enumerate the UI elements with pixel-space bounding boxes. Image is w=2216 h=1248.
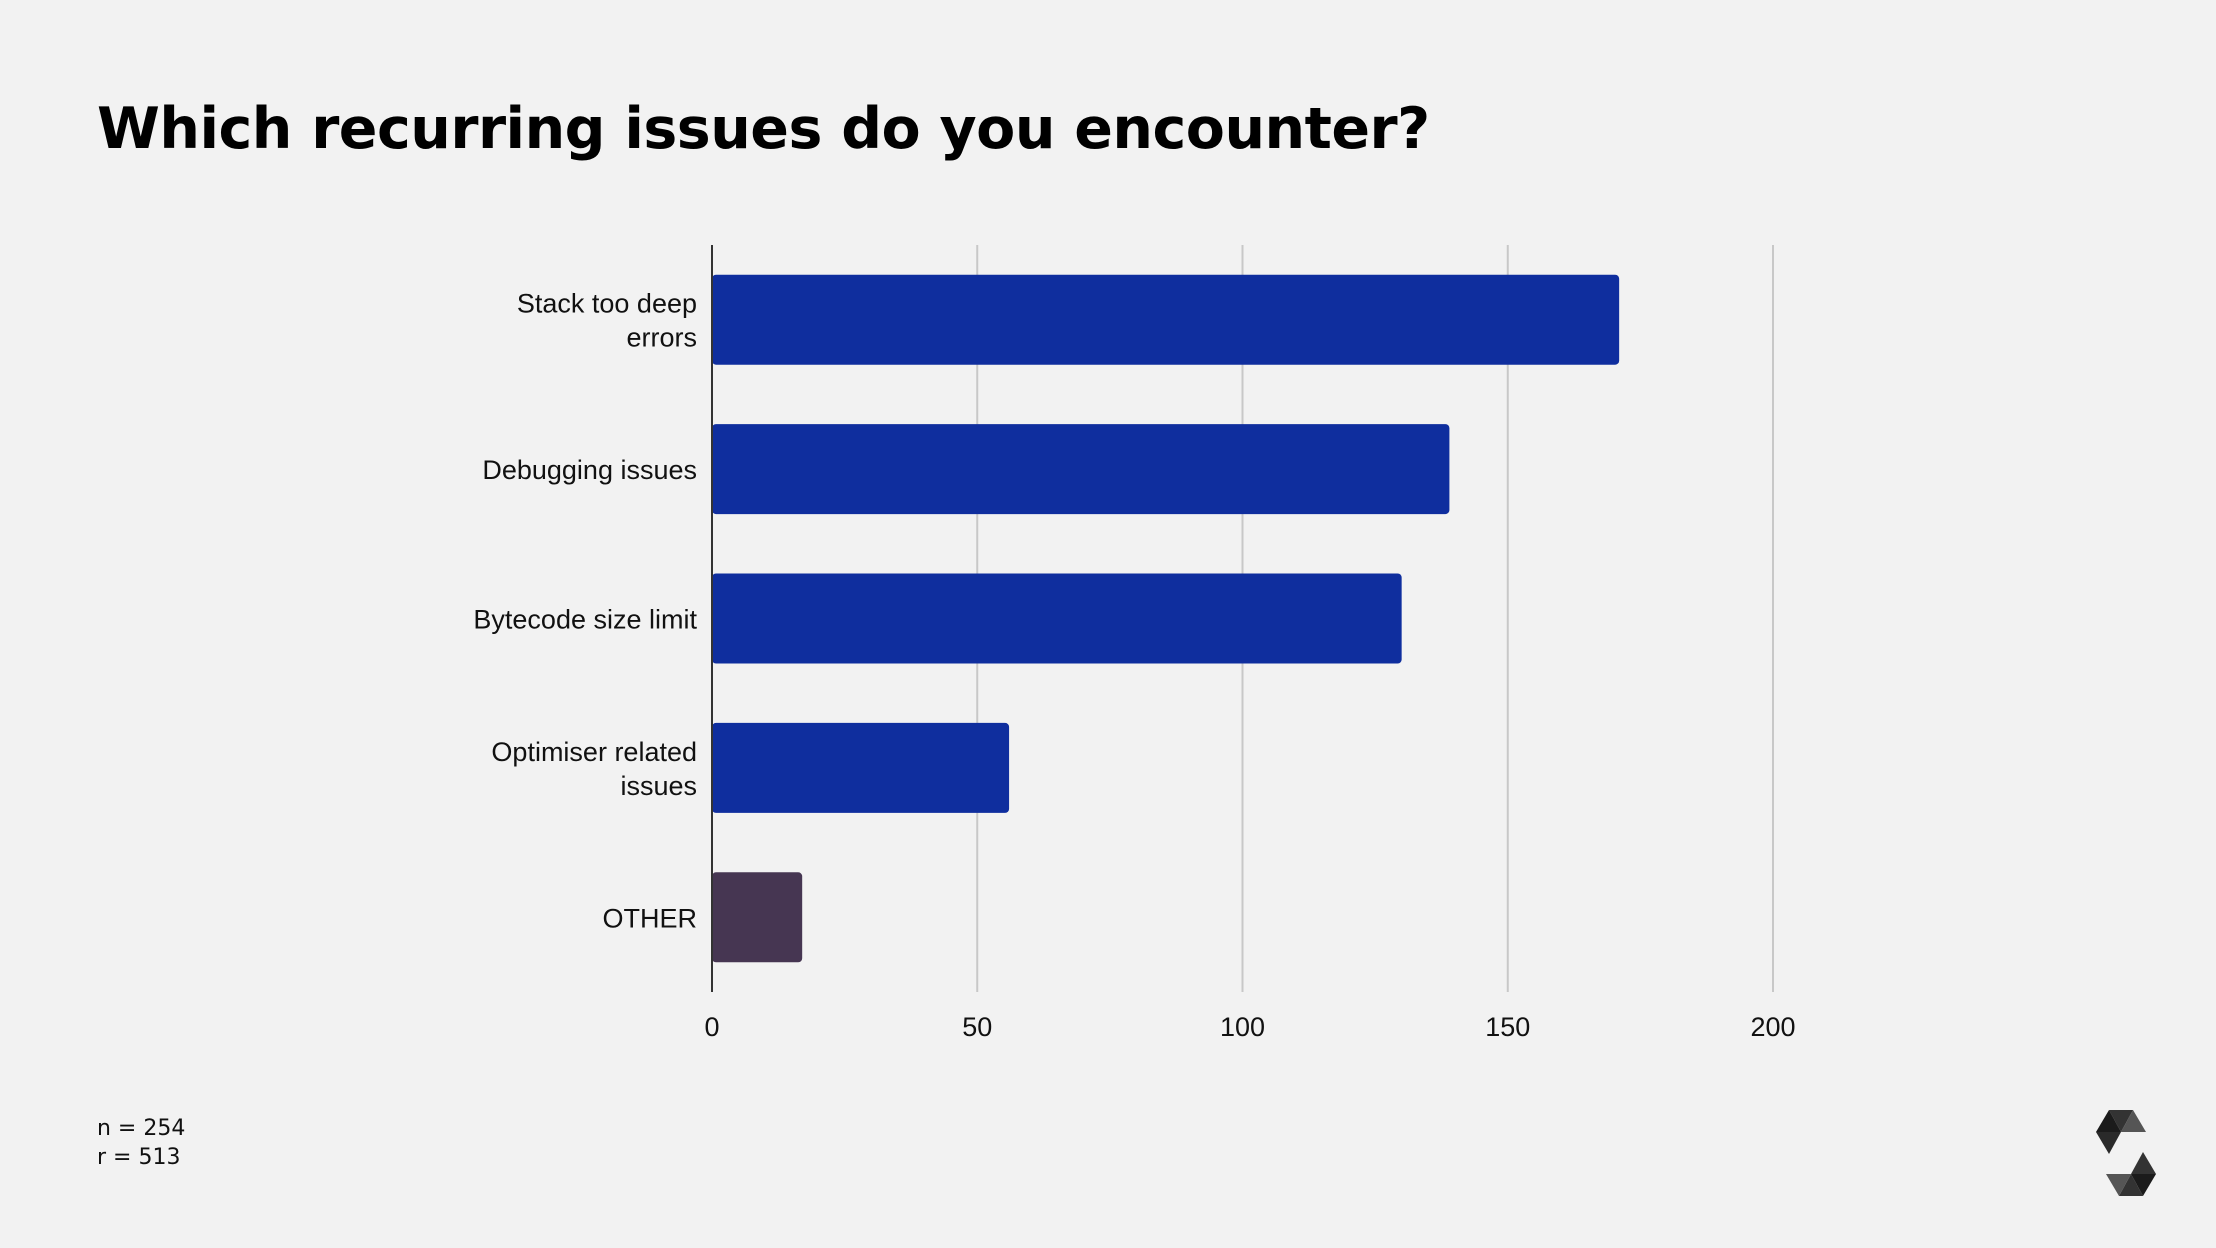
bar (712, 573, 1402, 664)
category-label: Debugging issues (482, 455, 697, 485)
solidity-logo-icon (2096, 1110, 2156, 1196)
r-count: r = 513 (97, 1145, 181, 1170)
bar (712, 424, 1450, 515)
x-tick-label: 0 (704, 1012, 719, 1042)
category-label: Stack too deep errors (517, 289, 697, 353)
x-tick-label: 100 (1220, 1012, 1265, 1042)
sample-notes: n = 254 r = 513 (97, 1114, 185, 1172)
x-tick-label: 50 (962, 1012, 992, 1042)
bar (712, 722, 1010, 813)
chart-title: Which recurring issues do you encounter? (97, 96, 1430, 162)
x-tick-label: 150 (1485, 1012, 1530, 1042)
category-label: Optimiser related issues (491, 737, 697, 801)
x-tick-label: 200 (1750, 1012, 1795, 1042)
category-label: Bytecode size limit (473, 605, 697, 635)
bar (712, 872, 803, 963)
category-label: OTHER (603, 903, 698, 933)
bar (712, 274, 1620, 365)
n-count: n = 254 (97, 1116, 186, 1141)
